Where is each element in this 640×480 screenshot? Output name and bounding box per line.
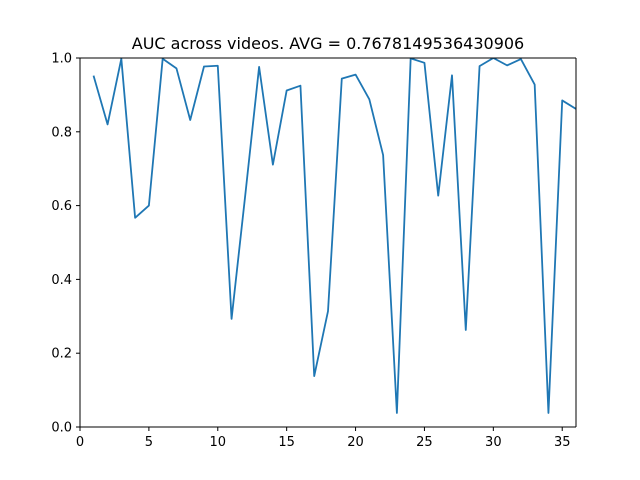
x-tick-label: 10: [210, 435, 227, 450]
y-tick-label: 0.0: [51, 421, 72, 436]
series-line-1: [92, 58, 576, 414]
x-tick-label: 20: [347, 435, 364, 450]
x-tick-label: 30: [485, 435, 502, 450]
y-tick-label: 0.6: [51, 199, 72, 214]
x-tick-label: 25: [416, 435, 433, 450]
y-tick-label: 0.2: [51, 347, 72, 362]
series-layer: [92, 58, 576, 414]
x-tick-label: 35: [554, 435, 571, 450]
y-tick-label: 0.4: [51, 273, 72, 288]
x-tick-label: 0: [76, 435, 84, 450]
x-tick-label: 5: [145, 435, 153, 450]
y-tick-label: 0.8: [51, 125, 72, 140]
axes-layer: 0 5 10 15 20 25 30 35 0.0 0.2 0.4 0.6 0.8 1.0: [51, 52, 577, 450]
chart-title: AUC across videos. AVG = 0.7678149536430…: [132, 34, 524, 53]
y-tick-label: 1.0: [51, 52, 72, 67]
x-tick-label: 15: [278, 435, 295, 450]
